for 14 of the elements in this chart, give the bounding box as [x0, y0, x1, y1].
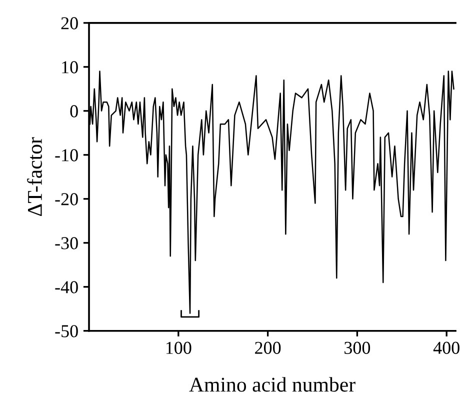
y-tick-label: -10 [55, 149, 78, 162]
x-tick-label: 100 [166, 342, 192, 354]
x-tick-label: 200 [255, 342, 281, 354]
y-axis-title: ΔT-factor [27, 137, 42, 216]
y-tick-label: 10 [62, 61, 78, 74]
y-tick-label: -40 [55, 281, 78, 294]
x-axis-title: Amino acid number [189, 377, 356, 392]
y-tick-label: 0 [70, 105, 78, 118]
y-tick-label: -50 [55, 325, 78, 338]
y-tick-label: -20 [55, 193, 78, 206]
x-tick-label: 400 [433, 342, 460, 354]
y-tick-label: -30 [55, 237, 78, 250]
x-tick-label: 300 [344, 342, 370, 354]
y-tick-label: 20 [61, 17, 78, 30]
